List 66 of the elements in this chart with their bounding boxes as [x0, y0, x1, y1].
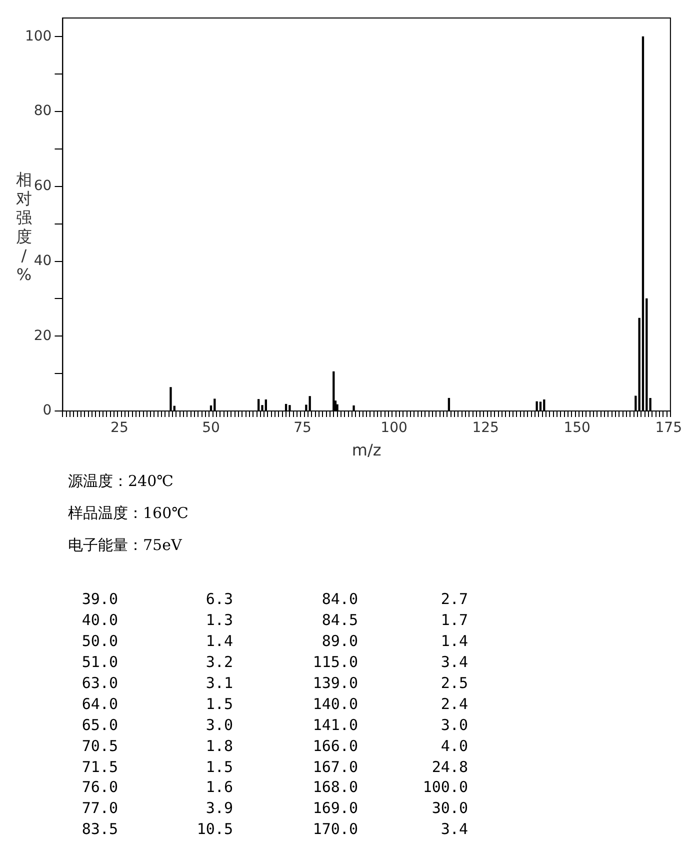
text: 71.5	[82, 758, 118, 776]
x-axis-title: m/z	[352, 440, 382, 460]
text: 170.0	[312, 820, 358, 838]
text: 1.7	[440, 611, 468, 630]
y-tick-label: 100	[24, 28, 52, 44]
text: 电子能量：75eV	[68, 535, 183, 556]
text: 51.0	[82, 653, 118, 672]
text: 77.0	[82, 799, 118, 818]
x-tick-label: 150	[564, 420, 590, 436]
text: 64.0	[82, 694, 118, 713]
text: 3.1	[206, 674, 233, 692]
text: 115.0	[312, 653, 358, 672]
text: 140.0	[312, 694, 358, 713]
text: 84.5	[322, 611, 358, 630]
x-tick-label: 50	[202, 420, 220, 436]
y-axis-title: 相对强度/%	[15, 170, 33, 284]
text: 2.5	[440, 674, 468, 692]
text: 源温度：240℃	[68, 471, 174, 492]
x-tick-label: 175	[655, 420, 682, 436]
text: 3.4	[440, 820, 468, 838]
text: 样品温度：160℃	[68, 503, 190, 524]
text: 2.4	[440, 694, 468, 713]
text: 30.0	[432, 799, 468, 818]
text: 139.0	[312, 674, 358, 692]
text: 100.0	[422, 778, 468, 796]
text: 141.0	[312, 716, 358, 734]
y-tick-label: 80	[34, 103, 52, 120]
text: 3.0	[440, 716, 468, 734]
text: 3.4	[440, 653, 468, 672]
y-tick-label: 0	[42, 402, 52, 419]
text: 1.3	[206, 611, 233, 630]
text: 50.0	[82, 632, 118, 650]
text: 1.6	[206, 778, 233, 796]
text: 70.5	[82, 736, 118, 755]
text: 3.2	[206, 653, 233, 672]
text: 84.0	[322, 590, 358, 608]
text: 3.0	[206, 716, 233, 734]
x-tick-label: 125	[472, 420, 499, 436]
text: 1.5	[206, 694, 233, 713]
text: 89.0	[322, 632, 358, 650]
text: 6.3	[206, 590, 233, 608]
text: 168.0	[312, 778, 358, 796]
text: 169.0	[312, 799, 358, 818]
text: 1.4	[206, 632, 233, 650]
text: 39.0	[82, 590, 118, 608]
text: 83.5	[82, 820, 118, 838]
y-tick-label: 20	[34, 328, 52, 344]
text: 1.4	[440, 632, 468, 650]
text: 76.0	[82, 778, 118, 796]
text: 1.8	[206, 736, 233, 755]
text: 10.5	[196, 820, 233, 838]
text: 24.8	[432, 758, 468, 776]
y-tick-label: 40	[34, 252, 52, 269]
text: 40.0	[82, 611, 118, 630]
text: 1.5	[206, 758, 233, 776]
text: 3.9	[206, 799, 233, 818]
text: 63.0	[82, 674, 118, 692]
x-tick-label: 75	[294, 420, 312, 436]
text: 4.0	[440, 736, 468, 755]
x-tick-label: 25	[110, 420, 128, 436]
text: 167.0	[312, 758, 358, 776]
text: 2.7	[440, 590, 468, 608]
text: 166.0	[312, 736, 358, 755]
x-tick-label: 100	[380, 420, 408, 436]
y-tick-label: 60	[34, 178, 52, 194]
text: 65.0	[82, 716, 118, 734]
